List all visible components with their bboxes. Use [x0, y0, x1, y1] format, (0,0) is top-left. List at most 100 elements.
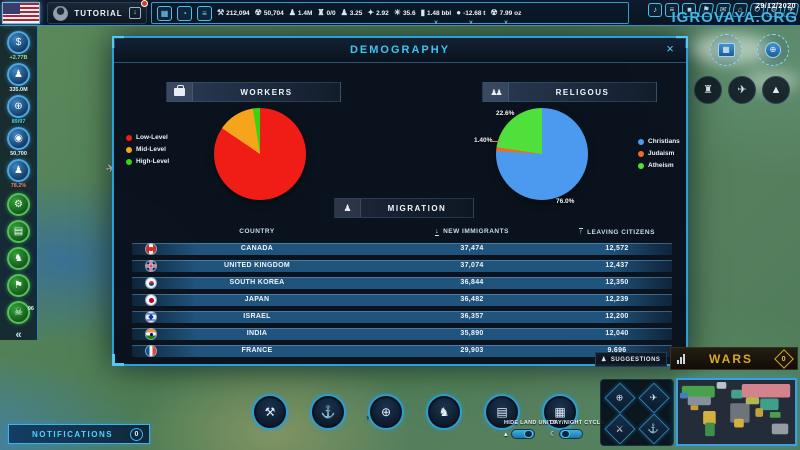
sidebar-politics-button[interactable]: ⚙: [7, 193, 30, 216]
stat-components[interactable]: ⚒ 212,094: [217, 8, 250, 17]
table-row[interactable]: CANADA 37,474 12,572: [132, 243, 672, 255]
immigrants-value: 35,890: [460, 330, 484, 337]
airstrike-map-button[interactable]: ✈: [728, 76, 756, 104]
day-night-toggle-group: DAY/NIGHT CYCLE ☾: [550, 420, 605, 439]
log-icon[interactable]: ≡: [665, 3, 679, 17]
sliders-icon[interactable]: ≡: [197, 5, 212, 21]
person-icon: ♟: [288, 8, 296, 17]
migrant-icon: ♟: [335, 199, 361, 217]
day-night-toggle[interactable]: [559, 429, 584, 439]
unit-icon: ▴: [504, 431, 508, 438]
sidebar-transport-button[interactable]: ⚑: [7, 274, 30, 297]
sidebar-laws-button[interactable]: ▤: [7, 220, 30, 243]
bar-chart-icon[interactable]: ▦: [157, 5, 172, 21]
left-sidebar: $ +2.77B ♟ 335.0M ⊕ 89/97 ◉ 50,700 ♟ 78.…: [0, 26, 38, 341]
stat-uranium[interactable]: ☢ 50,704: [254, 8, 284, 17]
economy-button[interactable]: ▤: [484, 394, 520, 430]
watermark: IGROVAYA.ORG: [671, 9, 798, 26]
country-flag: [146, 278, 156, 288]
close-icon[interactable]: ×: [666, 41, 674, 56]
wars-panel[interactable]: WARS 0: [670, 347, 798, 370]
diplomacy-button[interactable]: ⊕: [368, 394, 404, 430]
hide-land-units-toggle[interactable]: [510, 429, 535, 439]
game-controls: ♪ ≡ ▮▮ ⚑ ✉ ⌂ ↻ ⚙ ✈: [648, 3, 800, 17]
column-new-immigrants[interactable]: ↓ NEW IMMIGRANTS: [435, 228, 509, 236]
workers-legend: Low-Level Mid-Level High-Level: [126, 134, 196, 165]
sidebar-diplomacy-button[interactable]: ♞: [7, 247, 30, 270]
flag-icon: ⚑: [14, 280, 23, 291]
navy-pad-button[interactable]: ⚓: [638, 413, 670, 445]
sidebar-stat-defense[interactable]: ◉ 50,700: [7, 127, 30, 157]
document-icon: ▤: [13, 226, 24, 237]
sidebar-stat-treasury[interactable]: $ +2.77B: [7, 31, 30, 61]
column-leaving-citizens[interactable]: ↑ LEAVING CITIZENS: [579, 228, 655, 236]
table-row[interactable]: FRANCE 29,903 9,696: [132, 345, 672, 357]
legend-item: Judaism: [638, 150, 688, 157]
person-icon: ♟: [7, 159, 30, 182]
globe-map-button[interactable]: ⊕: [757, 34, 789, 66]
units-button[interactable]: ♞: [426, 394, 462, 430]
resources-bar: ▦ ◔ ≡ ⚒ 212,094 ☢ 50,704 ♟ 1.4M ♜ 0/0 ♟ 3.25 …: [151, 2, 629, 24]
sun-icon: ☀: [393, 8, 401, 17]
pie-data-label: 76.0%: [556, 198, 575, 205]
suggestions-button[interactable]: ♟ SUGGESTIONS: [595, 352, 667, 367]
minimap[interactable]: [676, 378, 797, 446]
industry-button[interactable]: ⚒: [252, 394, 288, 430]
sidebar-military-button[interactable]: ☠ 96: [7, 301, 34, 324]
money-icon: $: [7, 31, 30, 54]
table-row[interactable]: SOUTH KOREA 36,844 12,350: [132, 277, 672, 289]
download-icon[interactable]: ↓: [129, 7, 141, 19]
collapse-sidebar-button[interactable]: «: [15, 329, 22, 341]
avatar: [53, 5, 68, 21]
arrow-down-icon: ↓: [435, 228, 440, 236]
wars-title: WARS: [709, 351, 753, 366]
demography-panel: DEMOGRAPHY × WORKERS Low-Level Mid-Level…: [112, 36, 688, 366]
stat-energy[interactable]: ☀ 35.6: [393, 8, 416, 17]
reports-button[interactable]: ▦: [542, 394, 578, 430]
workers-pie-chart[interactable]: [214, 108, 306, 200]
player-name: TUTORIAL: [74, 8, 123, 18]
table-row[interactable]: JAPAN 36,482 12,239: [132, 294, 672, 306]
table-row[interactable]: UNITED KINGDOM 37,074 12,437: [132, 260, 672, 272]
notifications-button[interactable]: NOTIFICATIONS 0: [8, 424, 150, 444]
panel-title: DEMOGRAPHY: [349, 44, 451, 56]
legend-item: Low-Level: [126, 134, 196, 141]
country-flag-us[interactable]: [2, 2, 40, 24]
pause-icon[interactable]: ▮▮: [682, 3, 696, 17]
country-name: CANADA: [240, 245, 274, 252]
sidebar-stat-relations[interactable]: ⊕ 89/97: [7, 95, 30, 125]
navy-button[interactable]: ⚓: [310, 394, 346, 430]
column-country[interactable]: COUNTRY: [239, 228, 275, 235]
stat-nuclear[interactable]: ☢ 7.99 oz: [490, 9, 521, 17]
table-row[interactable]: INDIA 35,890 12,040: [132, 328, 672, 340]
corner-accent: [112, 354, 124, 366]
music-icon[interactable]: ♪: [648, 3, 662, 17]
monument-map-button[interactable]: ♜: [694, 76, 722, 104]
legend-dot: [638, 150, 644, 157]
table-row[interactable]: ISRAEL 36,357 12,200: [132, 311, 672, 323]
country-name: UNITED KINGDOM: [223, 262, 291, 269]
legend-dot: [126, 146, 132, 153]
pie-chart-icon[interactable]: ◔: [177, 5, 192, 21]
stat-research[interactable]: ✦ 2.92: [367, 8, 389, 17]
calendar-map-button[interactable]: ▦: [710, 34, 742, 66]
pyramid-map-button[interactable]: ▲: [762, 76, 790, 104]
sidebar-stat-approval[interactable]: ♟ 78.2%: [7, 159, 30, 189]
stat-food[interactable]: ● -12.68 t: [456, 9, 485, 17]
player-plaque[interactable]: TUTORIAL ↓: [47, 2, 147, 24]
hide-land-units-toggle-group: HIDE LAND UNITS ▴: [504, 420, 557, 439]
stat-oil[interactable]: ▮ 1.48 bbl: [421, 9, 452, 17]
people-icon: ♟♟: [483, 83, 509, 101]
airforce-pad-button[interactable]: ✈: [638, 382, 670, 414]
army-pad-button[interactable]: ⚔: [604, 413, 636, 445]
leaving-value: 12,437: [605, 262, 629, 269]
stat-army[interactable]: ♜ 0/0: [317, 8, 336, 17]
stat-population[interactable]: ♟ 1.4M: [288, 8, 313, 17]
label-leader-line: [492, 141, 501, 142]
stat-manpower[interactable]: ♟ 3.25: [340, 8, 363, 17]
religious-pie-chart[interactable]: [496, 108, 588, 200]
globe-pad-button[interactable]: ⊕: [604, 382, 636, 414]
sidebar-stat-population[interactable]: ♟ 335.0M: [7, 63, 30, 93]
skull-icon: ☠: [14, 307, 23, 318]
